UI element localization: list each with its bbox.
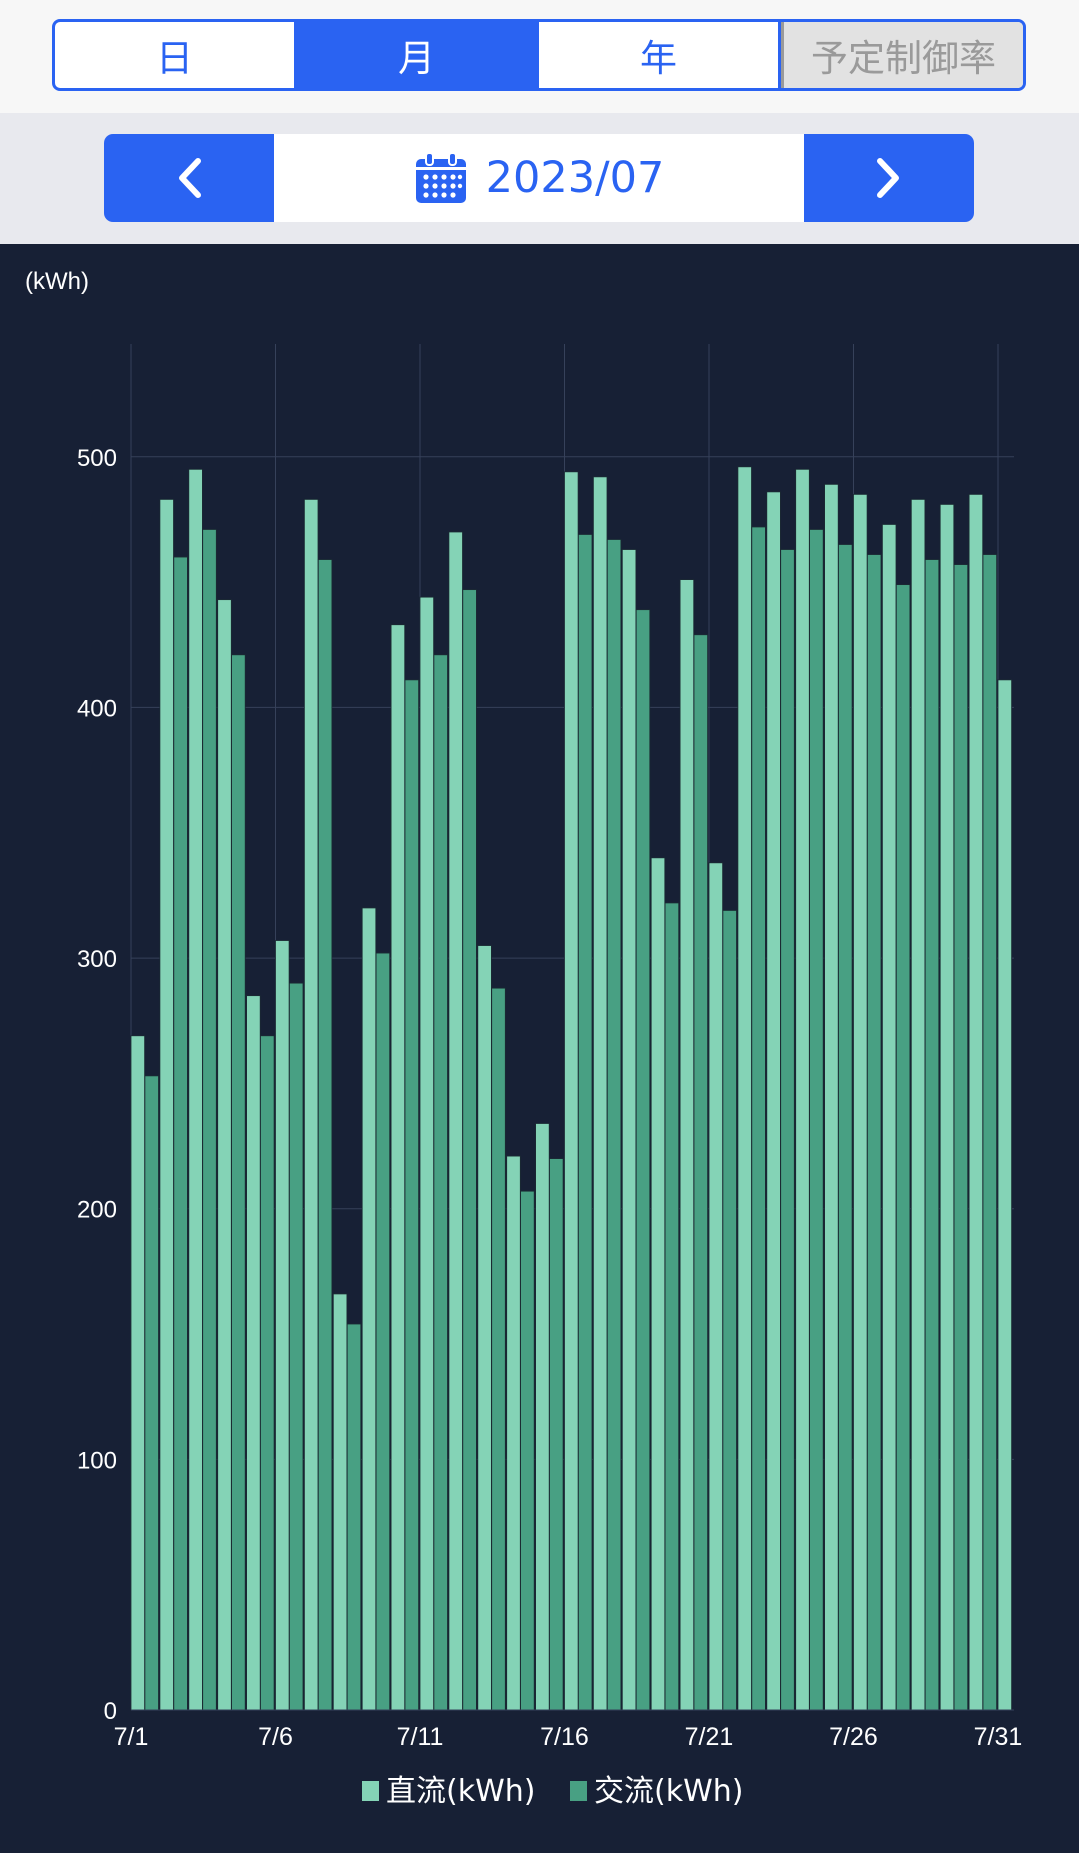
bar-dc xyxy=(939,504,955,1711)
bar-dc xyxy=(708,862,724,1711)
period-tabs: 日 月 年 予定制御率 xyxy=(52,19,1026,91)
bar-dc xyxy=(650,857,666,1711)
bar-ac xyxy=(578,534,593,1711)
bar-dc xyxy=(130,1035,146,1711)
x-tick-label: 7/21 xyxy=(685,1723,734,1751)
bar-dc xyxy=(882,524,897,1711)
x-tick-label: 7/31 xyxy=(974,1723,1023,1751)
bar-dc xyxy=(737,466,752,1711)
current-month: 2023/07 xyxy=(485,153,665,203)
bar-dc xyxy=(766,491,781,1711)
y-tick-label: 300 xyxy=(77,946,117,973)
bar-ac xyxy=(751,526,766,1711)
bar-ac xyxy=(520,1190,535,1711)
bar-dc xyxy=(795,468,810,1711)
bar-ac xyxy=(173,556,188,1711)
chevron-left-icon xyxy=(179,158,201,198)
calendar-icon xyxy=(415,152,466,203)
tab-scheduled-control-rate[interactable]: 予定制御率 xyxy=(781,22,1023,88)
bar-dc xyxy=(246,995,261,1711)
x-tick-label: 7/26 xyxy=(829,1723,878,1751)
bar-dc xyxy=(448,531,463,1711)
bar-ac xyxy=(809,529,824,1711)
bar-ac xyxy=(895,584,911,1711)
bar-ac xyxy=(722,910,737,1711)
bar-ac xyxy=(260,1035,275,1711)
date-navigation: 2023/07 xyxy=(0,113,1079,244)
bar-ac xyxy=(433,654,448,1711)
y-tick-label: 500 xyxy=(77,445,117,472)
bar-ac xyxy=(202,529,217,1711)
tab-day[interactable]: 日 xyxy=(55,22,297,88)
date-display[interactable]: 2023/07 xyxy=(274,134,804,222)
bar-ac xyxy=(924,559,940,1711)
legend-swatch xyxy=(570,1781,587,1801)
y-tick-label: 100 xyxy=(77,1447,117,1474)
bar-dc xyxy=(361,907,377,1711)
bar-ac xyxy=(549,1158,564,1711)
bar-ac xyxy=(780,549,795,1711)
bar-dc xyxy=(593,476,608,1711)
bar-dc xyxy=(824,483,839,1711)
bar-ac xyxy=(144,1075,159,1711)
bar-dc xyxy=(535,1123,550,1711)
x-tick-label: 7/16 xyxy=(540,1723,589,1751)
bar-ac xyxy=(462,589,477,1711)
legend-swatch xyxy=(362,1781,379,1801)
period-tab-bar: 日 月 年 予定制御率 xyxy=(0,0,1079,113)
bar-dc xyxy=(217,599,232,1711)
bar-dc xyxy=(332,1293,348,1711)
tab-month[interactable]: 月 xyxy=(297,22,539,88)
x-tick-label: 7/11 xyxy=(397,1723,444,1751)
bar-ac xyxy=(982,554,998,1711)
next-month-button[interactable] xyxy=(804,134,974,222)
x-tick-label: 7/1 xyxy=(114,1723,149,1751)
tab-year[interactable]: 年 xyxy=(539,22,781,88)
legend-label: 直流(kWh) xyxy=(386,1774,535,1809)
bar-ac xyxy=(317,559,333,1711)
chevron-right-icon xyxy=(877,158,899,198)
bar-dc xyxy=(910,498,926,1711)
y-axis-unit-label: (kWh) xyxy=(25,268,89,295)
y-tick-label: 0 xyxy=(104,1698,117,1725)
bar-dc xyxy=(564,471,579,1711)
bar-dc xyxy=(419,596,435,1711)
bar-dc xyxy=(188,468,203,1711)
bar-ac xyxy=(867,554,882,1711)
bar-dc xyxy=(303,498,319,1711)
bar-dc xyxy=(853,493,868,1711)
bar-dc xyxy=(621,549,637,1711)
bar-ac xyxy=(635,609,651,1711)
bar-ac xyxy=(664,902,680,1711)
bar-ac xyxy=(375,952,391,1711)
bar-ac xyxy=(693,634,709,1711)
bar-chart: 0 100 200 300 400 500 (kWh) 7/1 7/6 7/11 7/16 7/21 7… xyxy=(25,268,1023,1809)
bar-ac xyxy=(288,982,304,1711)
bar-dc xyxy=(506,1155,521,1711)
monthly-energy-chart: 0 100 200 300 400 500 (kWh) 7/1 7/6 7/11 7/16 7/21 7… xyxy=(0,244,1079,1853)
bar-dc xyxy=(968,493,984,1711)
bar-ac xyxy=(404,679,420,1711)
bar-ac xyxy=(231,654,246,1711)
bar-dc xyxy=(679,579,695,1711)
bar-dc xyxy=(390,624,406,1711)
bar-dc xyxy=(477,945,492,1711)
bar-ac xyxy=(491,987,506,1711)
y-tick-label: 400 xyxy=(77,695,117,722)
bar-dc xyxy=(997,679,1013,1711)
bar-ac xyxy=(838,544,853,1711)
bar-dc xyxy=(159,498,174,1711)
y-tick-label: 200 xyxy=(77,1197,117,1224)
previous-month-button[interactable] xyxy=(104,134,274,222)
bar-ac xyxy=(346,1323,362,1711)
bar-ac xyxy=(606,539,622,1711)
bar-dc xyxy=(275,940,290,1711)
bar-ac xyxy=(953,564,969,1711)
x-tick-label: 7/6 xyxy=(258,1723,293,1751)
legend-label: 交流(kWh) xyxy=(594,1774,743,1809)
